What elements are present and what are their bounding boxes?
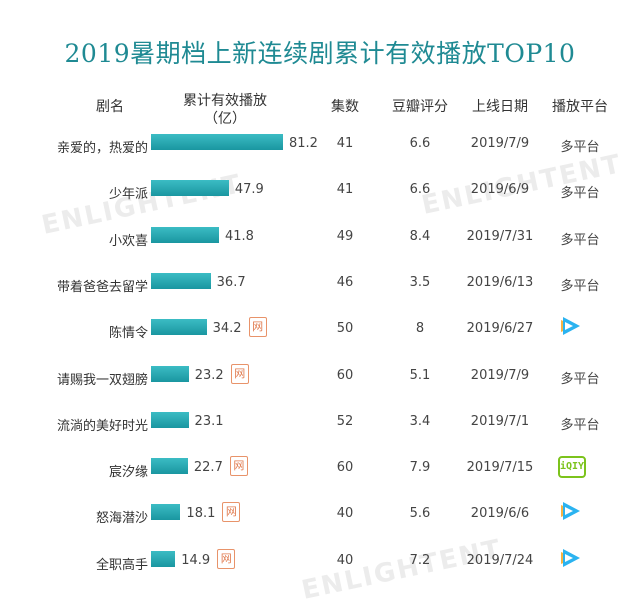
- iqiyi-icon: iQIY: [558, 456, 586, 479]
- views-value-label: 18.1: [186, 506, 216, 522]
- douban-score-cell: 6.6: [409, 182, 431, 198]
- views-value-label: 14.9: [181, 552, 211, 568]
- column-header-platform: 播放平台: [552, 99, 608, 115]
- views-bar: [151, 504, 181, 521]
- chart-title: 2019暑期档上新连续剧累计有效播放TOP10: [64, 39, 576, 68]
- release-date-cell: 2019/7/24: [466, 552, 534, 568]
- tencent-video-icon: [561, 317, 580, 336]
- views-value-label: 81.2: [289, 136, 318, 151]
- episodes-cell: 60: [336, 367, 354, 383]
- net-drama-badge: 网: [229, 456, 248, 477]
- episodes-cell: 46: [336, 274, 354, 290]
- show-name: 亲爱的，热爱的: [56, 141, 148, 156]
- episodes-cell: 40: [336, 552, 354, 568]
- douban-score-cell: 6.6: [409, 136, 431, 151]
- show-name: 宸汐缘: [108, 465, 148, 481]
- column-header-douban: 豆瓣评分: [392, 99, 448, 115]
- release-date-cell: 2019/7/9: [470, 367, 530, 383]
- douban-score-cell: 7.9: [409, 460, 431, 476]
- release-date-cell: 2019/6/9: [470, 182, 530, 198]
- views-bar: [151, 458, 188, 475]
- platform-cell: 多平台: [560, 278, 600, 294]
- table-row: 亲爱的，热爱的 81.2 41 6.6 2019/7/9 多平台: [0, 125, 640, 165]
- episodes-cell: 52: [336, 413, 354, 429]
- episodes-cell: 60: [336, 460, 354, 476]
- tencent-video-icon: [561, 502, 580, 521]
- release-date-cell: 2019/6/13: [466, 274, 534, 290]
- views-bar: [151, 134, 283, 150]
- release-date-cell: 2019/7/15: [466, 460, 534, 476]
- show-name: 全职高手: [95, 557, 148, 573]
- episodes-cell: 50: [336, 321, 354, 337]
- views-value-label: 41.8: [224, 228, 254, 244]
- views-bar: [151, 180, 229, 197]
- net-drama-badge: 网: [217, 548, 236, 569]
- table-row: 全职高手 14.9 网 40 7.2 2019/7/24: [0, 542, 640, 582]
- show-name: 小欢喜: [108, 233, 148, 249]
- table-row: 请赐我一双翅膀 23.2 网 60 5.1 2019/7/9 多平台: [0, 357, 640, 397]
- douban-score-cell: 3.4: [409, 413, 431, 429]
- views-value-label: 23.2: [194, 367, 224, 383]
- platform-cell: 多平台: [560, 371, 600, 387]
- episodes-cell: 49: [336, 228, 354, 244]
- views-bar: [151, 319, 207, 336]
- views-value-label: 23.1: [194, 413, 224, 429]
- table-row: 宸汐缘 22.7 网 60 7.9 2019/7/15 iQIY: [0, 449, 640, 489]
- table-row: 陈情令 34.2 网 50 8 2019/6/27: [0, 310, 640, 350]
- column-header-date: 上线日期: [472, 99, 528, 115]
- release-date-cell: 2019/6/6: [470, 506, 530, 522]
- episodes-cell: 41: [336, 182, 354, 198]
- table-row: 少年派 47.9 41 6.6 2019/6/9 多平台: [0, 171, 640, 211]
- release-date-cell: 2019/7/9: [470, 136, 530, 151]
- net-drama-badge: 网: [222, 502, 241, 523]
- table-row: 流淌的美好时光 23.1 52 3.4 2019/7/1 多平台: [0, 403, 640, 443]
- views-bar: [151, 226, 219, 243]
- show-name: 请赐我一双翅膀: [56, 372, 148, 388]
- views-value-label: 22.7: [193, 460, 223, 476]
- show-name: 流淌的美好时光: [56, 418, 148, 434]
- release-date-cell: 2019/6/27: [466, 321, 534, 337]
- platform-cell: 多平台: [560, 232, 600, 248]
- table-row: 小欢喜 41.8 49 8.4 2019/7/31 多平台: [0, 218, 640, 258]
- platform-cell: 多平台: [560, 140, 600, 155]
- column-header-views: 累计有效播放 （亿）: [183, 93, 267, 127]
- views-value-label: 36.7: [216, 274, 246, 290]
- column-header-episodes: 集数: [331, 99, 359, 115]
- column-header-name: 剧名: [96, 99, 124, 115]
- platform-cell: 多平台: [560, 417, 600, 433]
- douban-score-cell: 8: [415, 321, 425, 337]
- episodes-cell: 40: [336, 506, 354, 522]
- douban-score-cell: 3.5: [409, 274, 431, 290]
- douban-score-cell: 7.2: [409, 552, 431, 568]
- net-drama-badge: 网: [248, 317, 267, 338]
- views-bar: [151, 550, 176, 567]
- views-value-label: 34.2: [212, 321, 242, 337]
- views-value-label: 47.9: [234, 182, 264, 198]
- episodes-cell: 41: [336, 136, 354, 151]
- views-bar: [151, 365, 189, 382]
- douban-score-cell: 5.6: [409, 506, 431, 522]
- platform-cell: 多平台: [560, 186, 600, 202]
- views-bar: [151, 411, 189, 428]
- table-row: 带着爸爸去留学 36.7 46 3.5 2019/6/13 多平台: [0, 264, 640, 304]
- show-name: 带着爸爸去留学: [56, 279, 148, 295]
- release-date-cell: 2019/7/31: [466, 228, 534, 244]
- release-date-cell: 2019/7/1: [470, 413, 530, 429]
- show-name: 陈情令: [108, 326, 148, 342]
- show-name: 少年派: [108, 187, 148, 203]
- views-bar: [151, 272, 211, 289]
- table-row: 怒海潜沙 18.1 网 40 5.6 2019/6/6: [0, 495, 640, 535]
- douban-score-cell: 8.4: [409, 228, 431, 244]
- tencent-video-icon: [561, 548, 580, 567]
- net-drama-badge: 网: [230, 363, 249, 384]
- show-name: 怒海潜沙: [95, 511, 148, 527]
- douban-score-cell: 5.1: [409, 367, 431, 383]
